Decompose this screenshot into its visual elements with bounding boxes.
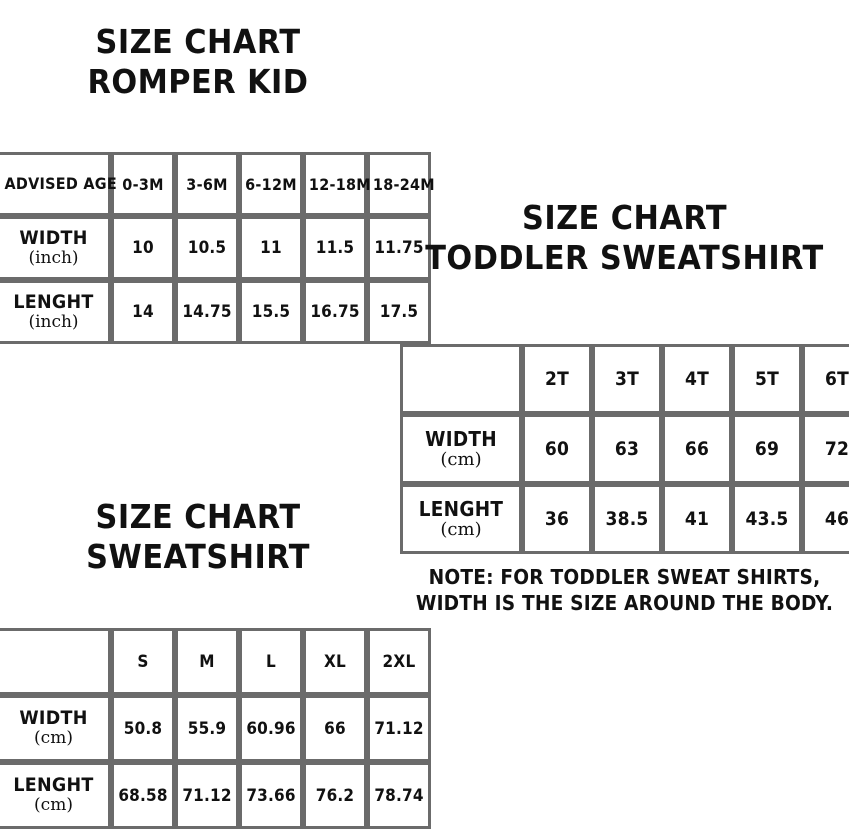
sweatshirt-width-value: 55.9: [175, 695, 239, 762]
sweatshirt-header-cell: S: [111, 628, 175, 695]
table-row: WIDTH (cm) 50.8 55.9 60.96 66 71.12: [0, 695, 431, 762]
romper-lenght-value: 17.5: [367, 280, 431, 344]
toddler-title-line-1: SIZE CHART: [521, 198, 727, 237]
romper-width-value: 11.5: [303, 216, 367, 280]
toddler-width-value: 60: [522, 414, 592, 484]
sweatshirt-lenght-value: 71.12: [175, 762, 239, 829]
toddler-width-value: 63: [592, 414, 662, 484]
table-row: WIDTH (inch) 10 10.5 11 11.5 11.75: [0, 216, 431, 280]
romper-lenght-value: 15.5: [239, 280, 303, 344]
toddler-size-table: 2T 3T 4T 5T 6T WIDTH (cm): [400, 344, 849, 554]
romper-width-value: 10.5: [175, 216, 239, 280]
toddler-lenght-value: 38.5: [592, 484, 662, 554]
sweatshirt-lenght-value: 78.74: [367, 762, 431, 829]
toddler-title-line-2: TODDLER SWEATSHIRT: [425, 238, 824, 278]
sweatshirt-size-table: S M L XL 2XL WIDTH (cm): [0, 628, 431, 829]
sweatshirt-header-empty: [0, 628, 111, 695]
sweatshirt-lenght-label: LENGHT (cm): [0, 762, 111, 829]
toddler-width-label: WIDTH (cm): [400, 414, 522, 484]
romper-size-table: ADVISED AGE 0-3M 3-6M 6-12M 12-18M 18-24…: [0, 152, 435, 344]
romper-width-value: 11: [239, 216, 303, 280]
romper-lenght-value: 14.75: [175, 280, 239, 344]
sweatshirt-width-value: 71.12: [367, 695, 431, 762]
romper-lenght-value: 16.75: [303, 280, 367, 344]
sweatshirt-width-value: 60.96: [239, 695, 303, 762]
romper-header-cell: 3-6M: [175, 152, 239, 216]
toddler-lenght-value: 43.5: [732, 484, 802, 554]
toddler-title: SIZE CHART TODDLER SWEATSHIRT: [400, 198, 849, 279]
toddler-header-cell: 3T: [592, 344, 662, 414]
toddler-width-value: 72: [802, 414, 849, 484]
toddler-lenght-value: 41: [662, 484, 732, 554]
romper-title-line-2: ROMPER KID: [87, 62, 309, 102]
table-row: LENGHT (inch) 14 14.75 15.5 16.75 17.5: [0, 280, 431, 344]
sweatshirt-width-label: WIDTH (cm): [0, 695, 111, 762]
sweatshirt-lenght-value: 76.2: [303, 762, 367, 829]
sweatshirt-header-cell: M: [175, 628, 239, 695]
sweatshirt-header-cell: XL: [303, 628, 367, 695]
table-row: LENGHT (cm) 68.58 71.12 73.66 76.2 78.74: [0, 762, 431, 829]
romper-header-cell: 0-3M: [111, 152, 175, 216]
toddler-lenght-value: 36: [522, 484, 592, 554]
toddler-width-value: 66: [662, 414, 732, 484]
toddler-width-value: 69: [732, 414, 802, 484]
toddler-header-empty: [400, 344, 522, 414]
toddler-header-cell: 2T: [522, 344, 592, 414]
romper-lenght-label: LENGHT (inch): [0, 280, 111, 344]
sweatshirt-title: SIZE CHART SWEATSHIRT: [0, 497, 396, 578]
romper-header-advised-age: ADVISED AGE: [0, 152, 117, 216]
toddler-header-cell: 4T: [662, 344, 732, 414]
toddler-note-line-1: NOTE: FOR TODDLER SWEAT SHIRTS,: [428, 565, 821, 589]
toddler-note: NOTE: FOR TODDLER SWEAT SHIRTS, WIDTH IS…: [400, 565, 849, 616]
table-row: LENGHT (cm) 36 38.5 41 43.5 46: [400, 484, 849, 554]
sweatshirt-header-cell: L: [239, 628, 303, 695]
romper-width-value: 11.75: [367, 216, 431, 280]
toddler-lenght-value: 46: [802, 484, 849, 554]
romper-width-value: 10: [111, 216, 175, 280]
toddler-header-cell: 5T: [732, 344, 802, 414]
sweatshirt-width-value: 50.8: [111, 695, 175, 762]
romper-header-cell: 6-12M: [239, 152, 303, 216]
romper-lenght-value: 14: [111, 280, 175, 344]
sweatshirt-header-cell: 2XL: [367, 628, 431, 695]
romper-header-cell: 18-24M: [367, 152, 435, 216]
toddler-header-cell: 6T: [802, 344, 849, 414]
table-row: ADVISED AGE 0-3M 3-6M 6-12M 12-18M 18-24…: [0, 152, 435, 216]
toddler-lenght-label: LENGHT (cm): [400, 484, 522, 554]
sweatshirt-title-line-1: SIZE CHART: [95, 497, 301, 536]
sweatshirt-lenght-value: 73.66: [239, 762, 303, 829]
table-row: S M L XL 2XL: [0, 628, 431, 695]
sweatshirt-width-value: 66: [303, 695, 367, 762]
toddler-note-line-2: WIDTH IS THE SIZE AROUND THE BODY.: [415, 590, 834, 615]
romper-header-cell: 12-18M: [303, 152, 371, 216]
table-row: WIDTH (cm) 60 63 66 69 72: [400, 414, 849, 484]
sweatshirt-title-line-2: SWEATSHIRT: [86, 537, 310, 577]
table-row: 2T 3T 4T 5T 6T: [400, 344, 849, 414]
romper-title: SIZE CHART ROMPER KID: [0, 22, 396, 103]
sweatshirt-lenght-value: 68.58: [111, 762, 175, 829]
romper-title-line-1: SIZE CHART: [95, 22, 301, 61]
romper-width-label: WIDTH (inch): [0, 216, 111, 280]
